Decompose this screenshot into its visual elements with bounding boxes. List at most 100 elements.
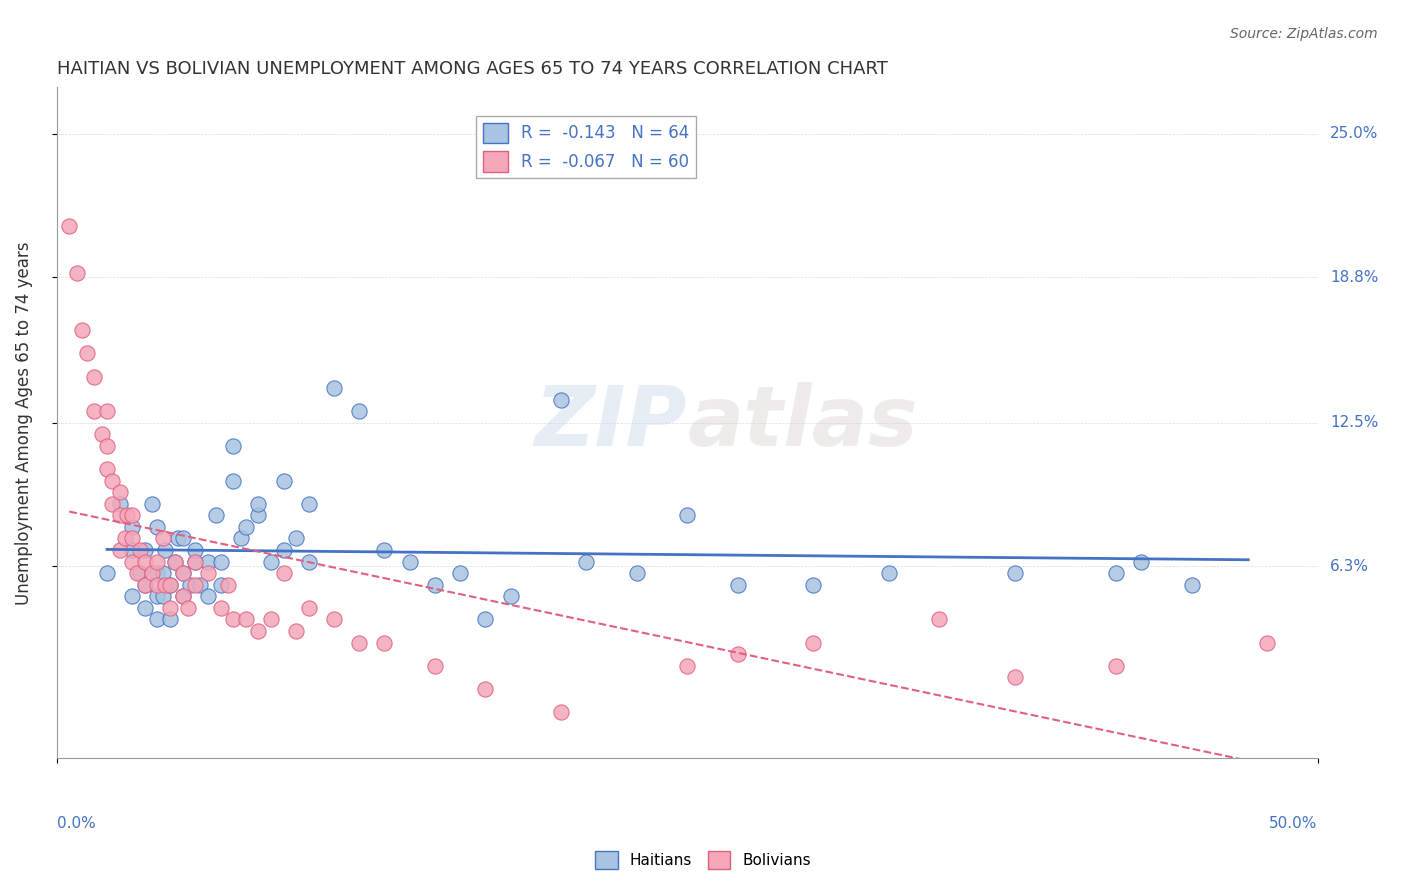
Point xyxy=(134,578,156,592)
Point xyxy=(247,497,270,511)
Text: 6.3%: 6.3% xyxy=(1330,558,1369,574)
Point xyxy=(298,555,321,569)
Point xyxy=(349,635,371,649)
Point xyxy=(96,566,118,581)
Text: 18.8%: 18.8% xyxy=(1330,269,1379,285)
Point xyxy=(184,555,207,569)
Point xyxy=(159,612,181,626)
Point xyxy=(159,600,181,615)
Point xyxy=(96,439,118,453)
Point xyxy=(152,566,174,581)
Point xyxy=(91,427,114,442)
Point xyxy=(166,532,188,546)
Point xyxy=(323,381,346,395)
Point xyxy=(121,589,143,603)
Point xyxy=(153,578,176,592)
Point xyxy=(209,600,232,615)
Legend: R =  -0.143   N = 64, R =  -0.067   N = 60: R = -0.143 N = 64, R = -0.067 N = 60 xyxy=(477,116,696,178)
Point xyxy=(108,508,131,523)
Point xyxy=(172,566,194,581)
Point xyxy=(209,578,232,592)
Point xyxy=(121,520,143,534)
Point xyxy=(1130,555,1153,569)
Point xyxy=(172,532,194,546)
Point xyxy=(115,508,138,523)
Point xyxy=(373,635,395,649)
Point xyxy=(298,600,321,615)
Point xyxy=(323,612,346,626)
Point xyxy=(146,612,169,626)
Point xyxy=(152,532,174,546)
Point xyxy=(96,462,118,476)
Point xyxy=(128,543,150,558)
Point xyxy=(146,589,169,603)
Point xyxy=(108,497,131,511)
Point xyxy=(121,532,143,546)
Point xyxy=(70,323,93,337)
Point xyxy=(108,543,131,558)
Point xyxy=(146,566,169,581)
Point xyxy=(801,635,824,649)
Point xyxy=(550,705,572,719)
Point xyxy=(499,589,522,603)
Point xyxy=(177,600,200,615)
Point xyxy=(373,543,395,558)
Point xyxy=(83,404,105,418)
Text: 0.0%: 0.0% xyxy=(56,816,96,831)
Point xyxy=(423,578,446,592)
Point xyxy=(165,555,187,569)
Point xyxy=(235,520,257,534)
Point xyxy=(801,578,824,592)
Point xyxy=(134,578,156,592)
Point xyxy=(877,566,900,581)
Point xyxy=(159,578,181,592)
Point xyxy=(58,219,80,234)
Point xyxy=(153,543,176,558)
Point xyxy=(141,497,163,511)
Point xyxy=(172,589,194,603)
Point xyxy=(273,474,295,488)
Point xyxy=(676,508,699,523)
Text: Source: ZipAtlas.com: Source: ZipAtlas.com xyxy=(1230,27,1378,41)
Point xyxy=(1105,658,1128,673)
Point xyxy=(727,578,749,592)
Text: ZIP: ZIP xyxy=(534,383,688,463)
Point xyxy=(179,578,201,592)
Point xyxy=(260,555,283,569)
Text: 12.5%: 12.5% xyxy=(1330,416,1379,430)
Point xyxy=(1105,566,1128,581)
Point xyxy=(273,543,295,558)
Point xyxy=(1004,566,1026,581)
Legend: Haitians, Bolivians: Haitians, Bolivians xyxy=(589,845,817,875)
Point xyxy=(260,612,283,626)
Point xyxy=(204,508,226,523)
Point xyxy=(349,404,371,418)
Point xyxy=(128,566,150,581)
Point xyxy=(285,532,308,546)
Point xyxy=(190,578,212,592)
Point xyxy=(184,578,207,592)
Point xyxy=(423,658,446,673)
Point xyxy=(121,555,143,569)
Point xyxy=(398,555,420,569)
Point xyxy=(209,555,232,569)
Point xyxy=(172,589,194,603)
Point xyxy=(235,612,257,626)
Text: 50.0%: 50.0% xyxy=(1270,816,1317,831)
Point xyxy=(134,600,156,615)
Point xyxy=(83,369,105,384)
Point xyxy=(134,555,156,569)
Text: HAITIAN VS BOLIVIAN UNEMPLOYMENT AMONG AGES 65 TO 74 YEARS CORRELATION CHART: HAITIAN VS BOLIVIAN UNEMPLOYMENT AMONG A… xyxy=(56,60,887,78)
Point xyxy=(222,439,245,453)
Point xyxy=(676,658,699,673)
Point xyxy=(222,474,245,488)
Point xyxy=(172,566,194,581)
Point xyxy=(101,497,124,511)
Point xyxy=(108,485,131,500)
Point xyxy=(1256,635,1278,649)
Point xyxy=(197,555,219,569)
Point xyxy=(197,566,219,581)
Point xyxy=(184,555,207,569)
Point xyxy=(217,578,239,592)
Point xyxy=(134,543,156,558)
